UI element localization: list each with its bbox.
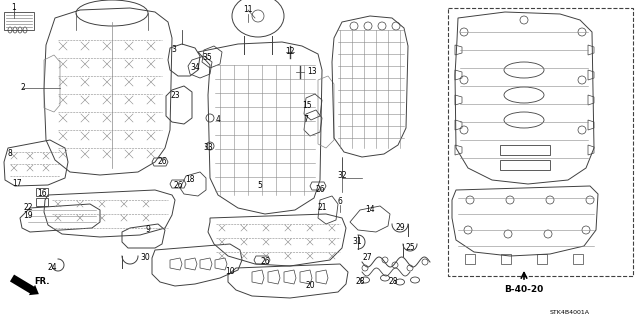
Text: 33: 33 <box>203 144 213 152</box>
Bar <box>36 198 48 206</box>
Text: 26: 26 <box>260 257 270 266</box>
Text: 6: 6 <box>337 197 342 206</box>
Text: 31: 31 <box>352 238 362 247</box>
Text: 5: 5 <box>257 181 262 189</box>
Text: 27: 27 <box>362 254 372 263</box>
Text: 12: 12 <box>285 48 295 56</box>
Bar <box>4 12 34 30</box>
Text: 19: 19 <box>23 211 33 219</box>
Text: 14: 14 <box>365 205 375 214</box>
Text: 11: 11 <box>243 5 253 14</box>
Text: 21: 21 <box>317 204 327 212</box>
Text: 7: 7 <box>303 115 308 124</box>
Text: 22: 22 <box>23 203 33 211</box>
Text: 26: 26 <box>157 158 167 167</box>
Text: 24: 24 <box>47 263 57 272</box>
Text: 16: 16 <box>37 189 47 197</box>
Text: 35: 35 <box>202 54 212 63</box>
Bar <box>36 188 48 196</box>
Text: 10: 10 <box>225 268 235 277</box>
Bar <box>448 8 633 276</box>
Text: 30: 30 <box>140 254 150 263</box>
Text: 4: 4 <box>216 115 220 124</box>
Text: 25: 25 <box>405 242 415 251</box>
Text: 26: 26 <box>173 181 183 189</box>
Text: 2: 2 <box>20 84 26 93</box>
Text: 15: 15 <box>302 100 312 109</box>
Text: 20: 20 <box>305 280 315 290</box>
FancyArrow shape <box>10 275 39 295</box>
Text: 17: 17 <box>12 179 22 188</box>
Text: 29: 29 <box>395 224 405 233</box>
Text: 18: 18 <box>185 175 195 184</box>
Text: 3: 3 <box>172 46 177 55</box>
Text: 32: 32 <box>337 170 347 180</box>
Text: FR.: FR. <box>35 278 50 286</box>
Text: B-40-20: B-40-20 <box>504 286 543 294</box>
Text: 28: 28 <box>355 278 365 286</box>
Text: 13: 13 <box>307 68 317 77</box>
Text: 23: 23 <box>170 91 180 100</box>
Text: 8: 8 <box>8 149 12 158</box>
Text: STK4B4001A: STK4B4001A <box>550 309 590 315</box>
Text: 9: 9 <box>145 226 150 234</box>
Bar <box>500 160 550 170</box>
Text: 1: 1 <box>12 4 17 12</box>
Text: 26: 26 <box>315 186 325 195</box>
Bar <box>500 145 550 155</box>
Text: 34: 34 <box>190 63 200 72</box>
Text: 28: 28 <box>388 278 397 286</box>
